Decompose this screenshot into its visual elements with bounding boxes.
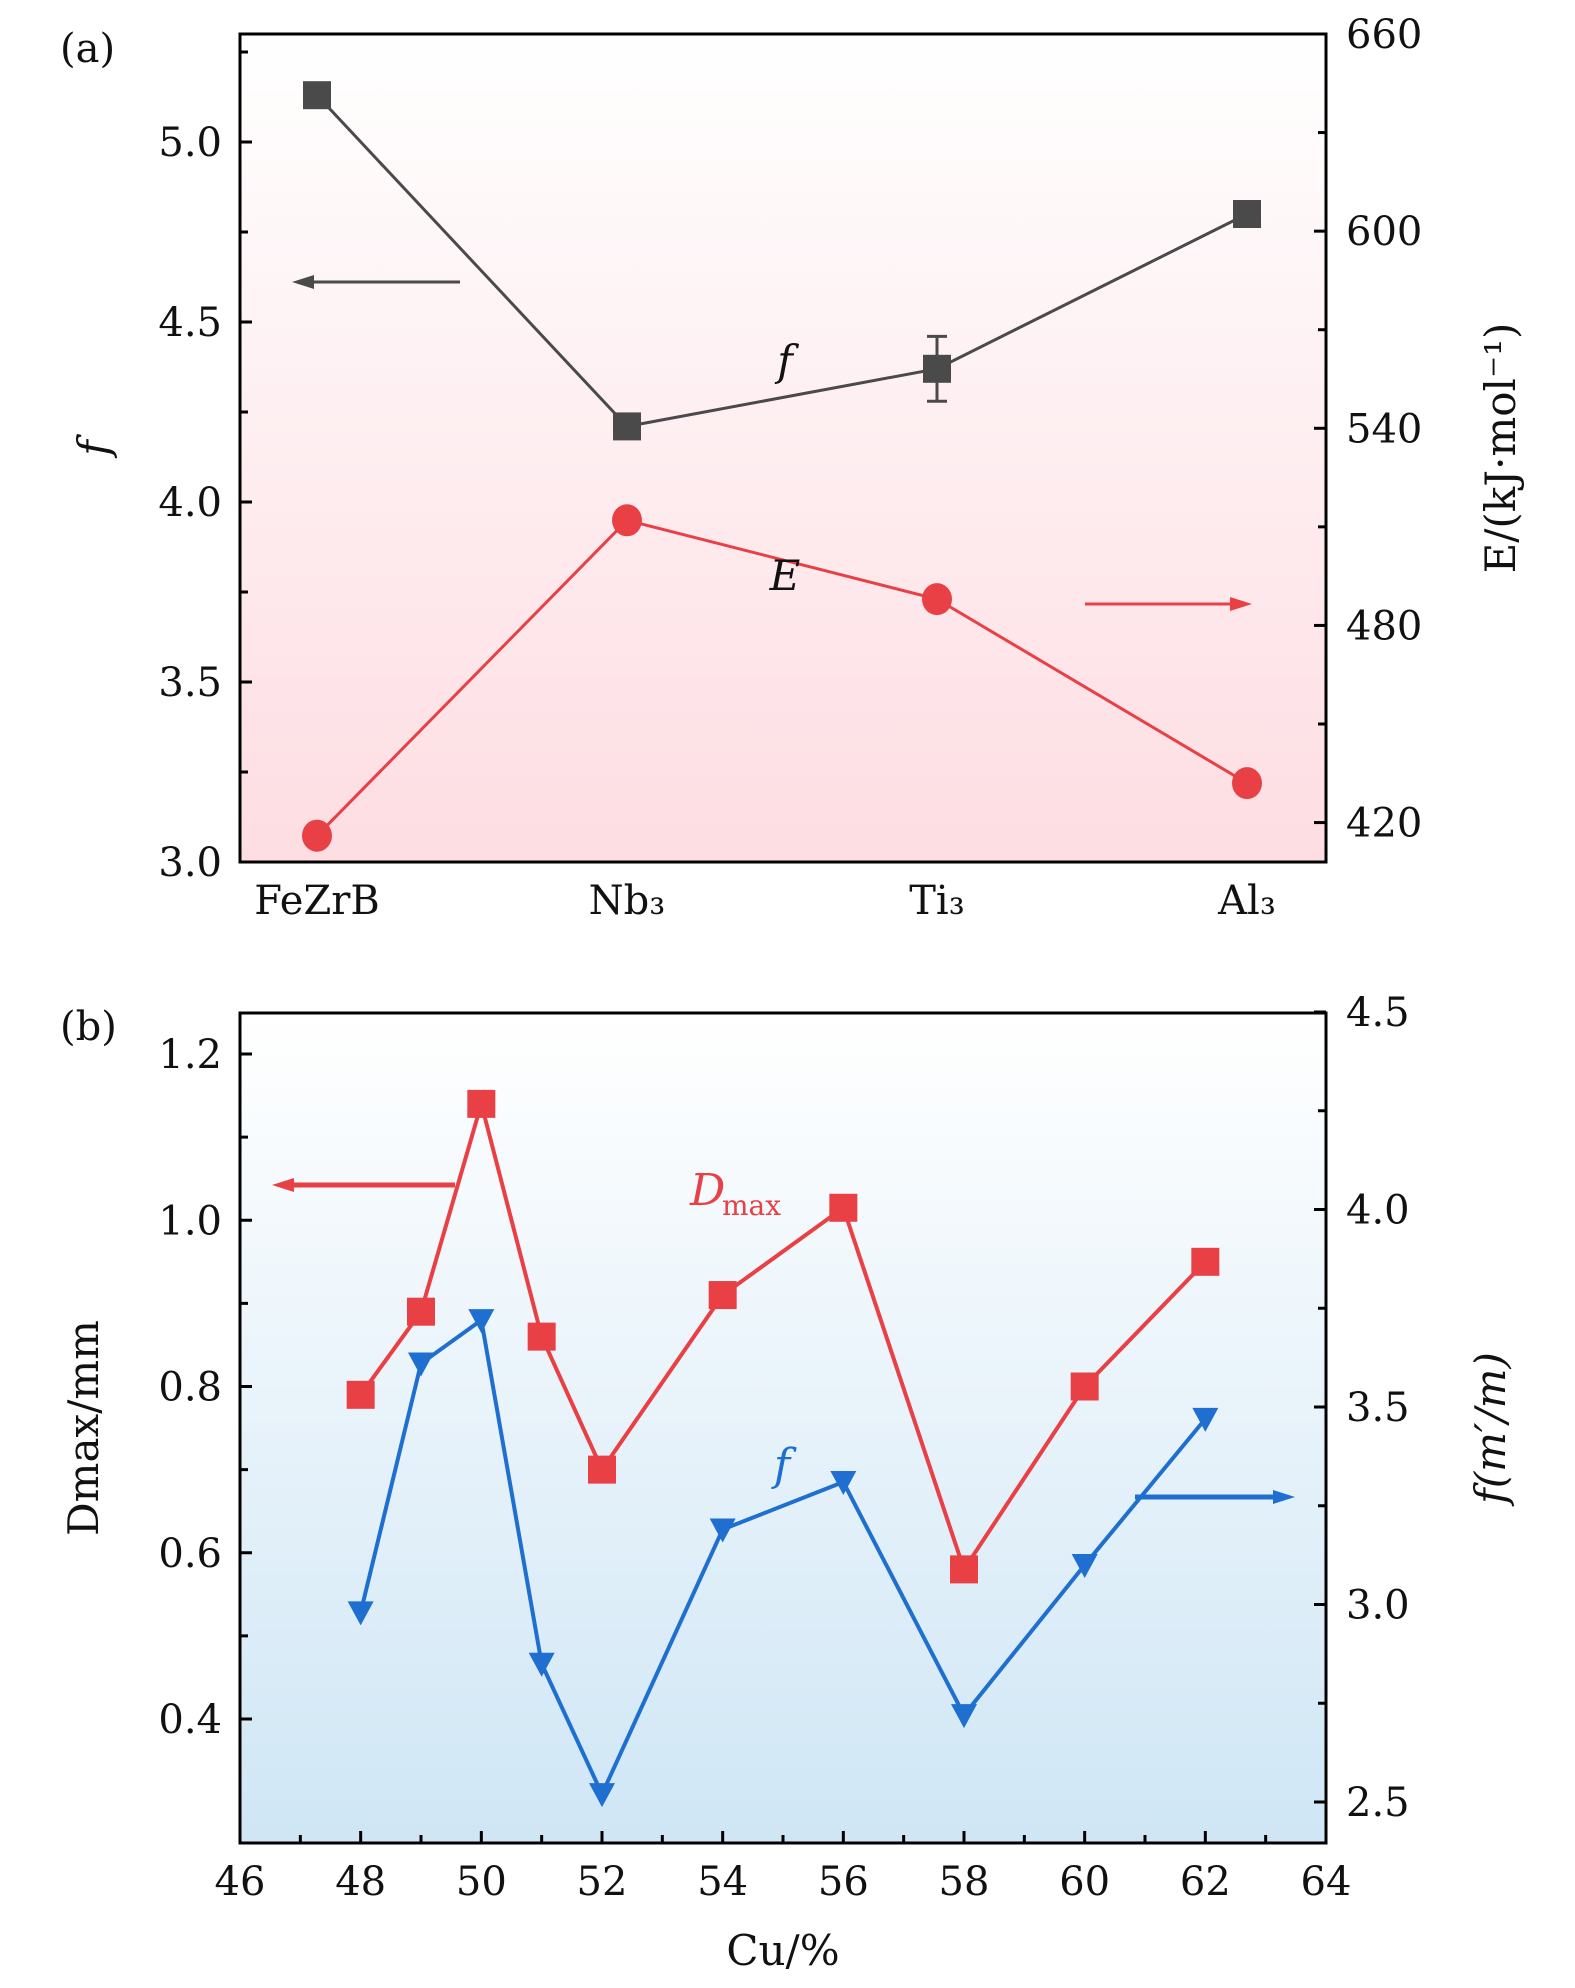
right-tick-label: 3.5 bbox=[1346, 1385, 1410, 1431]
left-tick-label: 4.5 bbox=[158, 300, 222, 346]
panel-label-b: (b) bbox=[60, 1004, 117, 1050]
data-point-f bbox=[1192, 1407, 1219, 1432]
right-tick-label: 600 bbox=[1346, 209, 1422, 255]
annotation-dmax-subscript: max bbox=[722, 1189, 781, 1222]
panel-b: 0.4 0.6 0.8 1.0 1.2 2.5 3.0 3.5 4.0 4.5 46 48 50 52 54… bbox=[59, 990, 1515, 1975]
data-point-Dmax bbox=[829, 1193, 858, 1222]
x-axis-label: Cu/% bbox=[726, 1926, 839, 1975]
plot-background bbox=[240, 1013, 1326, 1843]
data-point-Dmax bbox=[467, 1089, 496, 1118]
plot-frame bbox=[238, 32, 1328, 864]
left-tick-label: 4.0 bbox=[158, 480, 222, 526]
data-point-E bbox=[302, 819, 332, 852]
data-point-Dmax bbox=[527, 1322, 556, 1351]
right-tick-label: 2.5 bbox=[1346, 1780, 1410, 1826]
data-point-E bbox=[1232, 767, 1262, 800]
right-tick-label: 4.5 bbox=[1346, 990, 1410, 1036]
x-tick-label: 48 bbox=[335, 1859, 386, 1905]
left-tick-label: 1.0 bbox=[158, 1198, 222, 1244]
x-tick-label: 60 bbox=[1059, 1859, 1110, 1905]
series-line-f bbox=[358, 1316, 1207, 1799]
right-tick-label: 540 bbox=[1346, 406, 1422, 452]
data-point-Dmax bbox=[588, 1455, 616, 1484]
y-axis-label-right: E/(kJ·mol⁻¹) bbox=[1476, 323, 1525, 574]
data-point-E bbox=[612, 504, 642, 537]
left-axis-arrow-head bbox=[292, 275, 314, 289]
data-point-Dmax bbox=[407, 1297, 435, 1326]
x-tick-label: 50 bbox=[456, 1859, 507, 1905]
data-point-f bbox=[347, 1601, 374, 1626]
plot-frame bbox=[238, 1011, 1328, 1845]
right-tick-label: 480 bbox=[1346, 603, 1422, 649]
data-point-Dmax bbox=[708, 1281, 737, 1310]
series-line-E bbox=[315, 518, 1248, 837]
data-point-Dmax bbox=[1191, 1247, 1220, 1276]
data-point-f bbox=[303, 81, 331, 110]
right-tick-label: 660 bbox=[1346, 12, 1422, 58]
data-point-f bbox=[830, 1471, 857, 1496]
right-axis-arrow-head bbox=[1230, 597, 1252, 611]
y-axis-label-right: f(m′/m) bbox=[1466, 1352, 1515, 1507]
right-tick-label: 420 bbox=[1346, 801, 1422, 847]
data-point-Dmax bbox=[950, 1555, 978, 1584]
y-axis-label-left: Dmax/mm bbox=[59, 1320, 108, 1536]
data-point-f bbox=[1071, 1554, 1098, 1578]
panel-a: 3.0 3.5 4.0 4.5 5.0 420 480 540 600 660 FeZrB Nb₃ Ti… bbox=[60, 12, 1525, 924]
plot-background bbox=[240, 34, 1326, 862]
series-line-Dmax bbox=[359, 1096, 1207, 1574]
panel-label-a: (a) bbox=[60, 26, 115, 72]
y-axis-label-left: f bbox=[69, 434, 118, 459]
x-tick-label: 64 bbox=[1301, 1859, 1352, 1905]
data-point-f bbox=[613, 412, 641, 441]
left-tick-label: 0.8 bbox=[158, 1365, 222, 1411]
left-tick-label: 1.2 bbox=[158, 1032, 222, 1078]
x-tick-label: Al₃ bbox=[1217, 878, 1276, 924]
data-point-f bbox=[528, 1652, 555, 1677]
data-point-f bbox=[709, 1518, 736, 1543]
series-line-f bbox=[315, 94, 1248, 429]
right-axis-arrow-head bbox=[1273, 1490, 1295, 1504]
x-tick-label: 52 bbox=[577, 1859, 628, 1905]
data-point-f bbox=[408, 1352, 434, 1377]
data-point-f bbox=[468, 1309, 495, 1334]
left-tick-label: 0.4 bbox=[158, 1697, 222, 1743]
data-point-f bbox=[923, 354, 951, 383]
data-point-f bbox=[589, 1783, 615, 1808]
x-tick-label: FeZrB bbox=[254, 878, 380, 924]
left-tick-label: 0.6 bbox=[158, 1531, 222, 1577]
x-tick-label: 62 bbox=[1180, 1859, 1231, 1905]
data-point-E bbox=[922, 583, 952, 616]
right-tick-label: 4.0 bbox=[1346, 1188, 1410, 1234]
data-point-f bbox=[951, 1704, 977, 1729]
x-tick-label: Ti₃ bbox=[909, 878, 965, 924]
x-tick-label: 58 bbox=[939, 1859, 990, 1905]
x-tick-label: 46 bbox=[215, 1859, 266, 1905]
annotation-e: E bbox=[769, 551, 801, 600]
left-tick-label: 3.0 bbox=[158, 840, 222, 886]
left-axis-arrow-head bbox=[272, 1178, 294, 1192]
data-point-Dmax bbox=[346, 1380, 375, 1409]
data-point-f bbox=[1233, 200, 1261, 228]
left-tick-label: 5.0 bbox=[158, 120, 222, 166]
x-tick-label: 54 bbox=[697, 1859, 748, 1905]
x-tick-label: 56 bbox=[818, 1859, 869, 1905]
annotation-dmax: D bbox=[689, 1165, 725, 1216]
x-tick-label: Nb₃ bbox=[589, 878, 666, 924]
data-point-Dmax bbox=[1070, 1372, 1099, 1401]
right-tick-label: 3.0 bbox=[1346, 1583, 1410, 1629]
left-tick-label: 3.5 bbox=[158, 660, 222, 706]
